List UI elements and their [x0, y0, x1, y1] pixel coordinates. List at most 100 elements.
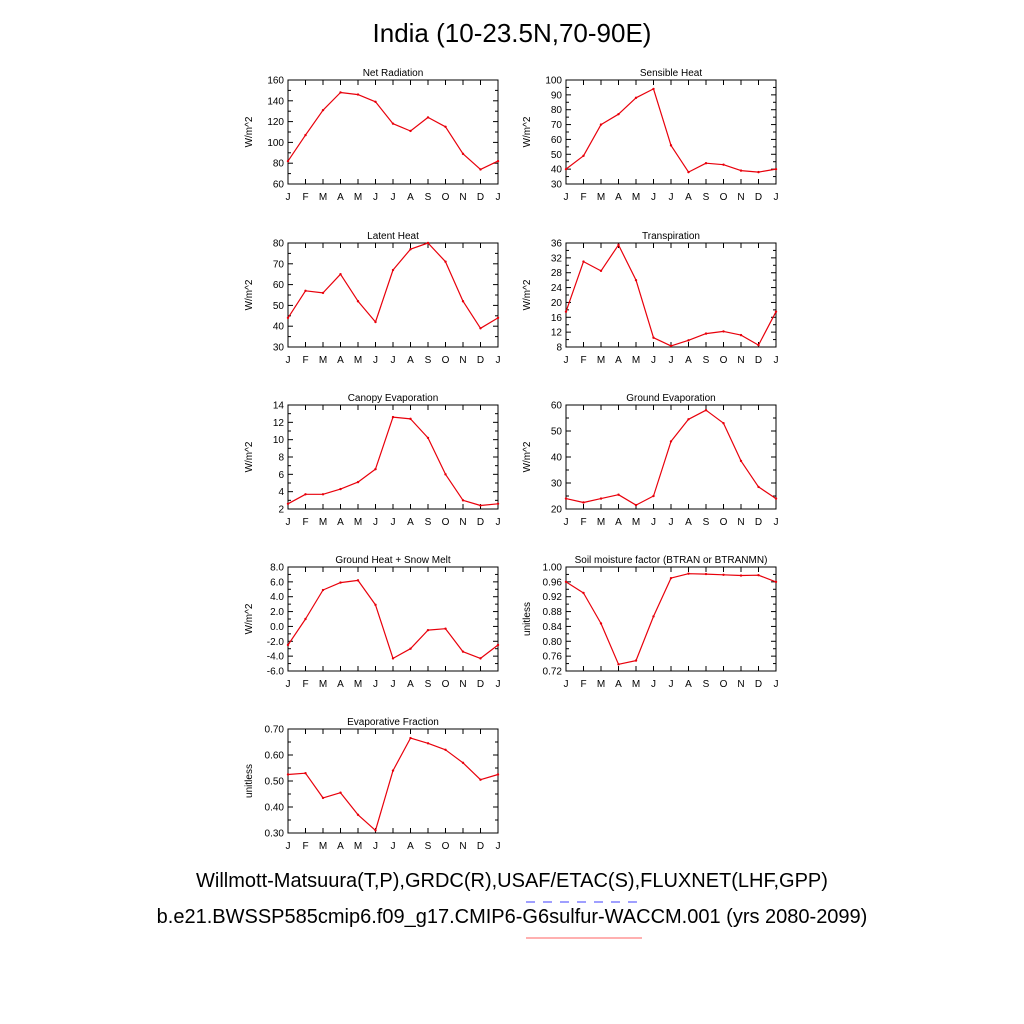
x-tick-label: A	[407, 679, 414, 690]
series-line-model	[565, 573, 777, 665]
data-point	[774, 497, 778, 500]
x-tick-label: M	[597, 679, 605, 690]
x-tick-label: A	[407, 841, 414, 852]
x-tick-label: A	[337, 192, 344, 203]
x-tick-label: J	[564, 679, 569, 690]
data-point	[374, 100, 377, 104]
data-point	[774, 580, 778, 584]
y-axis-label: W/m^2	[244, 279, 255, 310]
x-tick-label: J	[496, 841, 501, 852]
data-point	[704, 162, 708, 165]
y-tick-label: 0.30	[265, 829, 285, 840]
series-line-model	[287, 579, 499, 660]
footer-obs-sources: Willmott-Matsuura(T,P),GRDC(R),USAF/ETAC…	[196, 870, 828, 892]
data-point	[356, 300, 360, 303]
data-point	[757, 485, 760, 489]
y-tick-label: 0.60	[265, 751, 285, 762]
plot-frame	[565, 404, 777, 510]
x-tick-label: A	[407, 192, 414, 203]
x-tick-label: J	[651, 679, 656, 690]
data-point	[461, 300, 465, 303]
data-point	[356, 813, 360, 816]
data-point	[617, 243, 620, 247]
data-point	[339, 791, 342, 794]
data-point	[669, 144, 673, 147]
y-tick-label: 40	[551, 453, 563, 464]
data-point	[774, 310, 778, 313]
x-tick-label: M	[319, 841, 327, 852]
y-tick-label: 60	[551, 401, 563, 412]
y-tick-label: 60	[273, 280, 285, 291]
x-tick-label: D	[755, 679, 762, 690]
x-tick-label: A	[685, 679, 692, 690]
data-point	[356, 579, 360, 582]
data-point	[582, 591, 585, 595]
data-point	[339, 581, 342, 584]
data-point	[391, 122, 395, 125]
data-point	[634, 278, 638, 282]
data-point	[444, 473, 447, 476]
data-point	[304, 133, 307, 137]
x-tick-label: J	[373, 517, 378, 528]
data-point	[722, 573, 725, 576]
data-point	[704, 409, 708, 412]
x-tick-label: F	[580, 679, 586, 690]
plot-frame	[287, 242, 499, 348]
y-axis-label: W/m^2	[522, 279, 533, 310]
x-tick-label: J	[651, 192, 656, 203]
data-point	[391, 769, 395, 772]
y-tick-label: 8	[278, 453, 284, 464]
x-tick-label: M	[632, 355, 640, 366]
y-tick-label: -4.0	[267, 652, 285, 663]
data-point	[339, 487, 342, 491]
data-point	[704, 332, 708, 335]
x-tick-label: O	[442, 355, 450, 366]
y-tick-label: 36	[551, 239, 563, 250]
x-tick-label: J	[391, 679, 396, 690]
x-tick-label: J	[391, 192, 396, 203]
x-tick-label: J	[391, 355, 396, 366]
series-line-model	[287, 737, 499, 832]
x-tick-label: J	[286, 841, 291, 852]
plot-frame	[287, 79, 499, 185]
y-tick-label: -6.0	[267, 667, 285, 678]
data-point	[617, 112, 620, 116]
y-tick-label: 90	[551, 90, 563, 101]
x-tick-label: N	[459, 355, 466, 366]
x-tick-label: M	[632, 192, 640, 203]
data-point	[687, 418, 690, 421]
x-tick-label: A	[615, 192, 622, 203]
x-tick-label: A	[685, 517, 692, 528]
x-tick-label: J	[669, 355, 674, 366]
x-tick-label: S	[703, 679, 710, 690]
y-tick-label: 1.00	[543, 563, 563, 574]
data-point	[409, 647, 412, 650]
series-line-model	[287, 242, 499, 329]
data-point	[321, 108, 325, 112]
x-tick-label: N	[459, 679, 466, 690]
data-point	[634, 659, 638, 662]
x-tick-label: J	[669, 679, 674, 690]
x-tick-label: A	[615, 517, 622, 528]
x-tick-label: J	[774, 517, 779, 528]
data-point	[409, 736, 412, 740]
panel-title: Sensible Heat	[640, 68, 702, 79]
data-point	[409, 417, 412, 421]
x-tick-label: A	[685, 355, 692, 366]
x-tick-label: D	[477, 679, 484, 690]
data-point	[704, 572, 708, 576]
data-point	[564, 580, 568, 584]
x-tick-label: S	[703, 355, 710, 366]
data-point	[652, 494, 655, 498]
data-point	[426, 241, 430, 245]
y-tick-label: 6	[278, 470, 284, 481]
x-tick-label: M	[597, 517, 605, 528]
y-tick-label: 60	[551, 135, 563, 146]
y-tick-label: 0.80	[543, 637, 563, 648]
x-tick-label: J	[774, 355, 779, 366]
y-axis-label: W/m^2	[244, 603, 255, 634]
x-tick-label: M	[319, 192, 327, 203]
data-point	[722, 163, 725, 166]
